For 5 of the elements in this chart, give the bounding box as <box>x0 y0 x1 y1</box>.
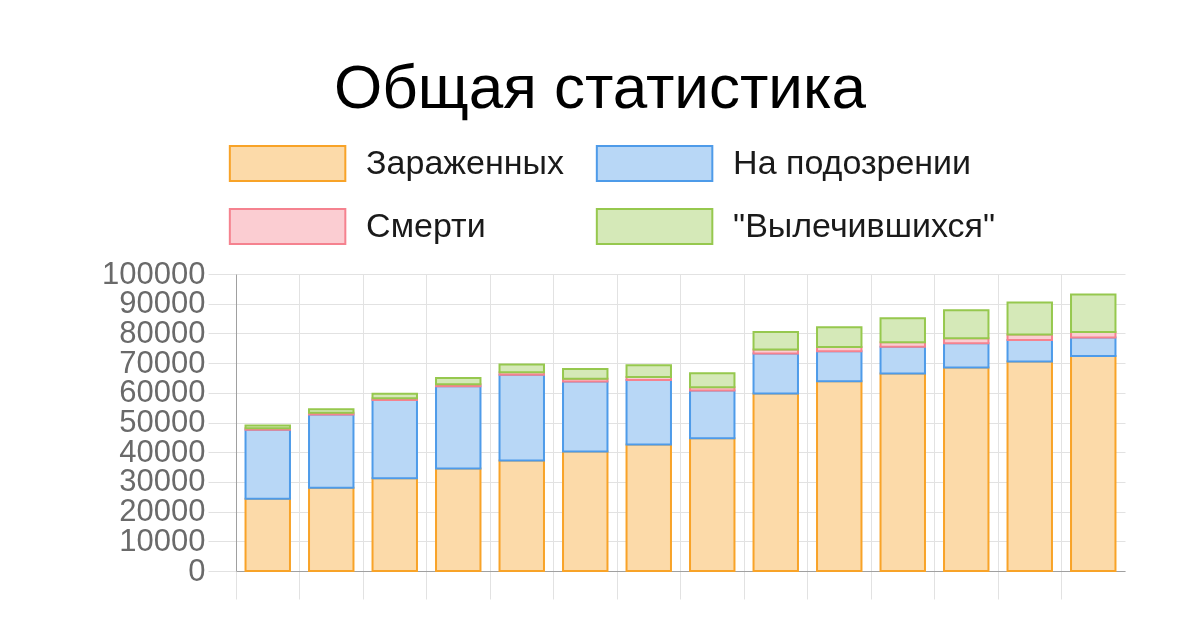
legend-label: Зараженных <box>366 142 564 181</box>
legend-label: "Вылечившихся" <box>733 205 996 244</box>
legend-label: На подозрении <box>733 142 972 181</box>
legend-label: Смерти <box>366 205 486 244</box>
chart-title: Общая статистика <box>334 52 867 121</box>
